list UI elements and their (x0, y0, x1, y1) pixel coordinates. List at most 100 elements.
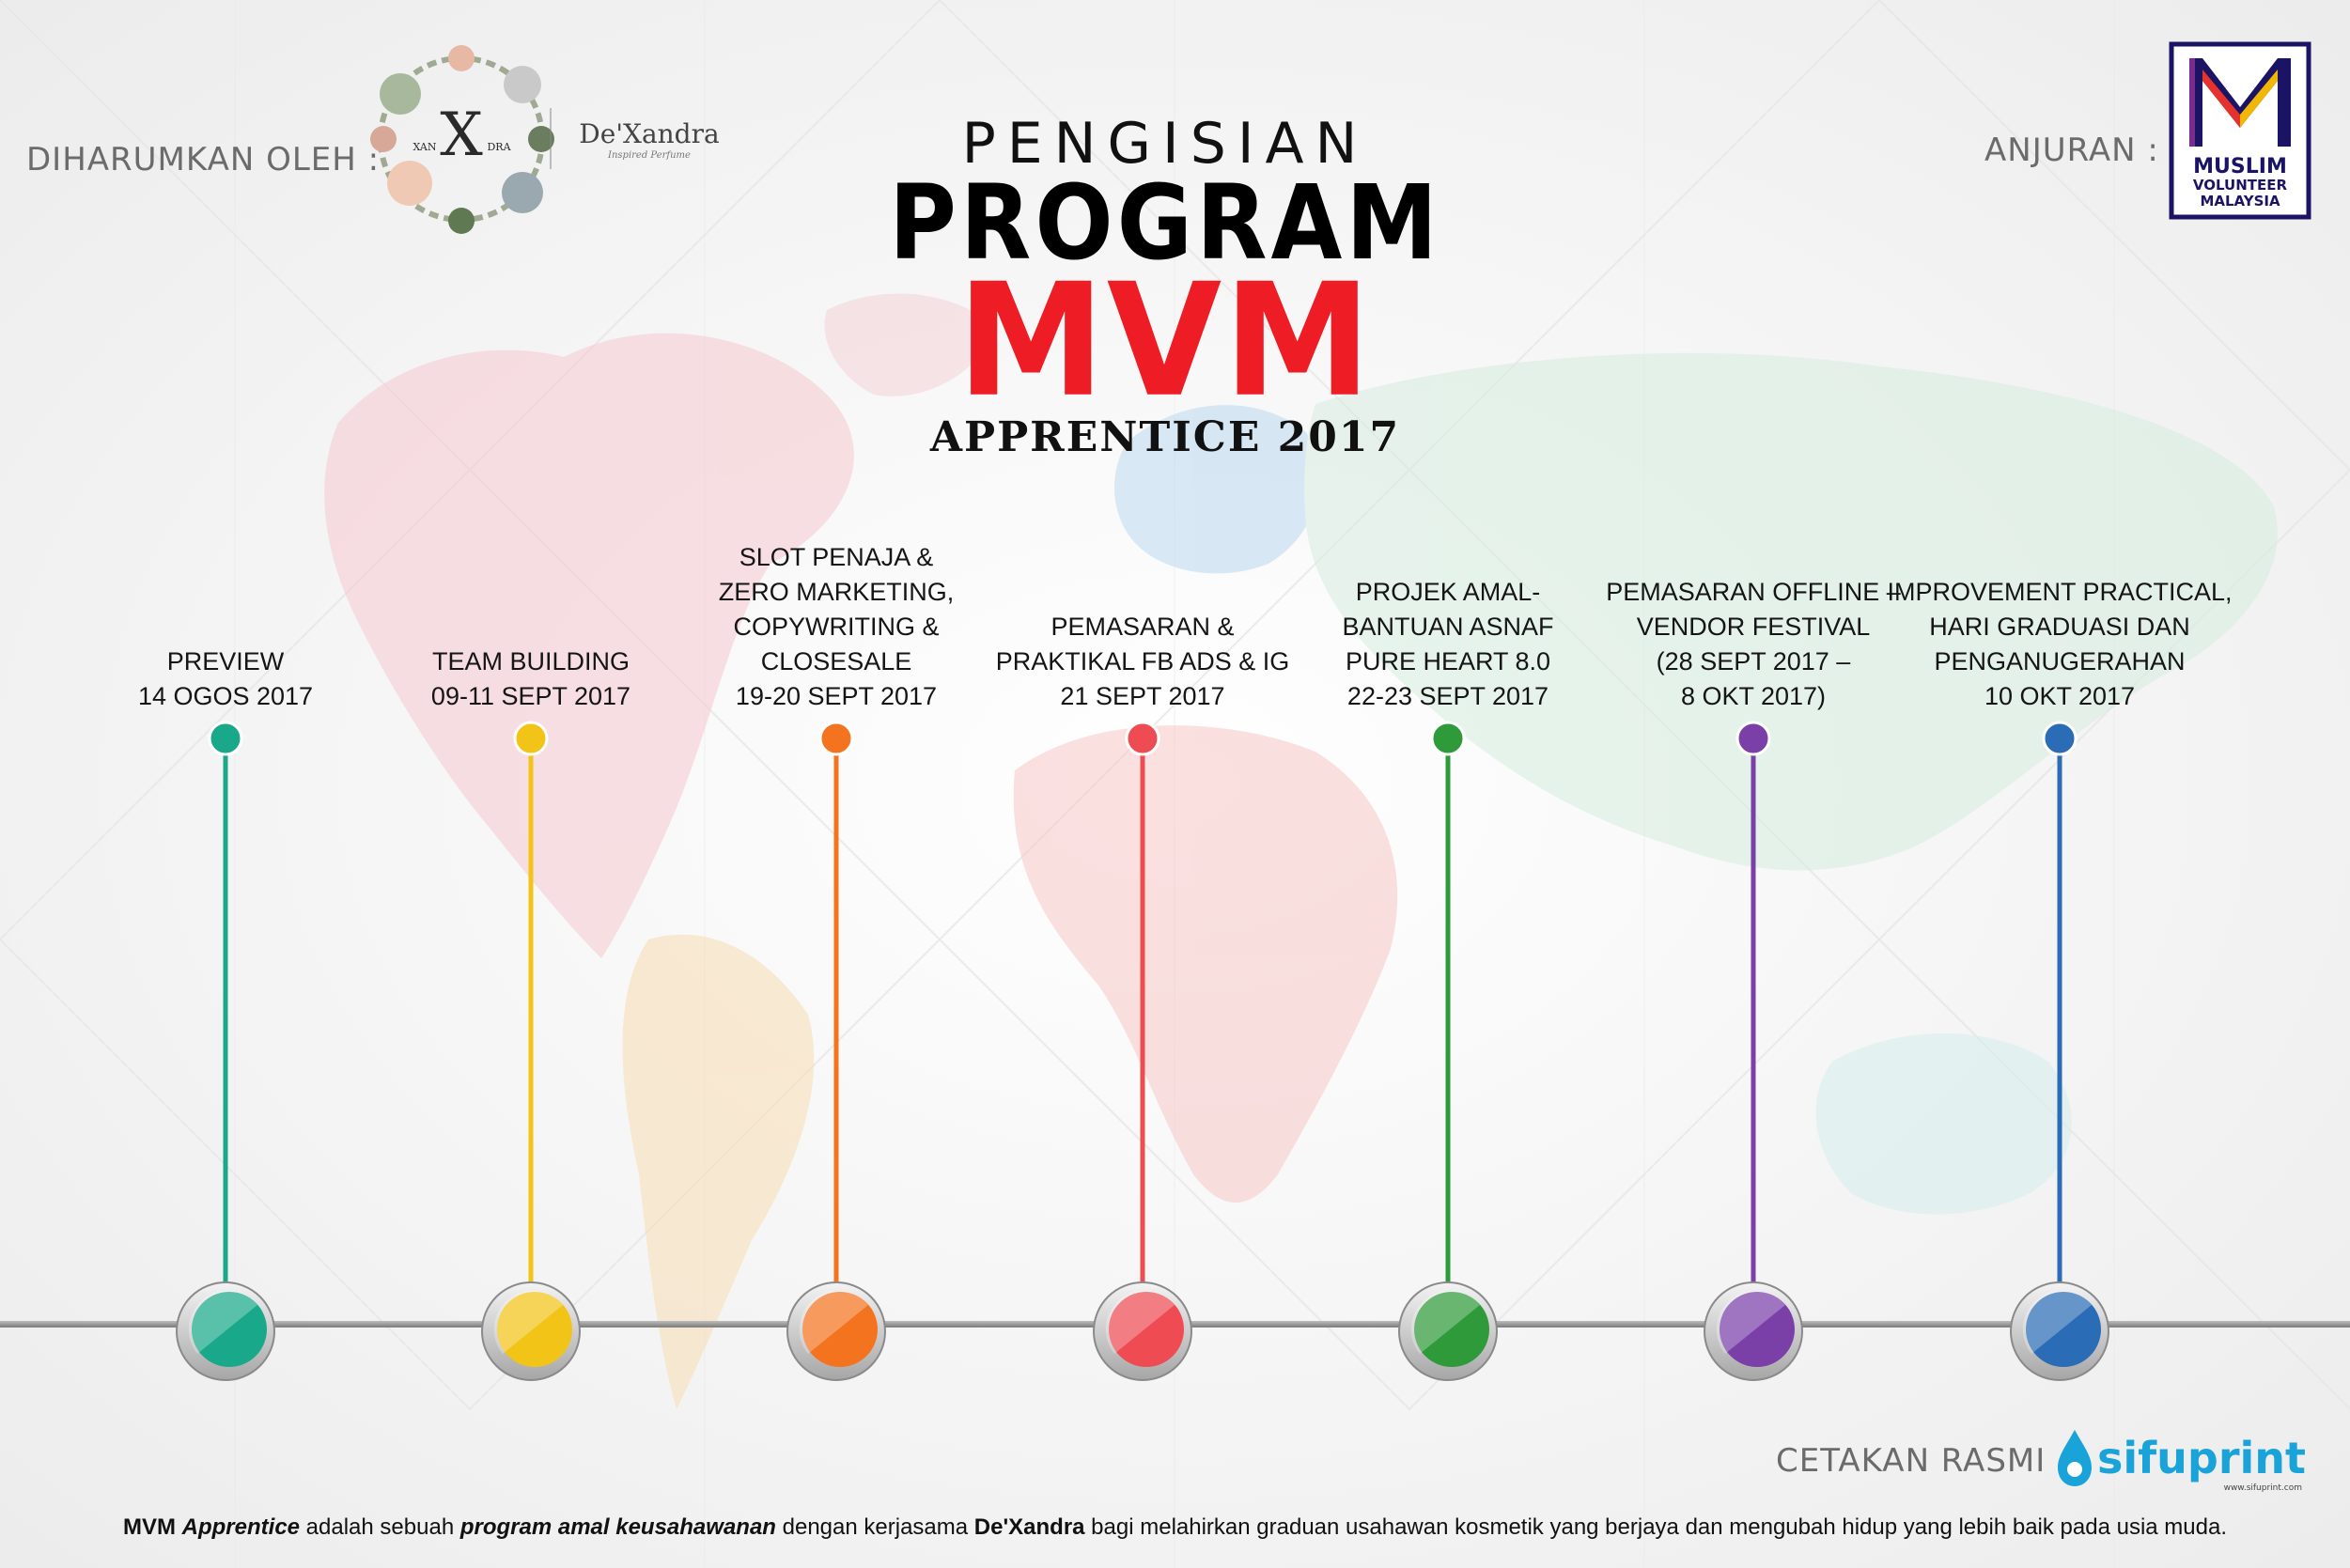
milestone-7 (2010, 721, 2109, 1381)
africa (1013, 725, 1398, 1203)
milestone-label-line: 19-20 SEPT 2017 (735, 682, 938, 710)
milestone-node-shine (1716, 1290, 1785, 1354)
sponsor-label: DIHARUMKAN OLEH : (26, 141, 381, 179)
milestone-label-line: PROJEK AMAL- (1355, 578, 1541, 606)
milestone-node (497, 1292, 572, 1367)
milestone-node-shine (1410, 1290, 1480, 1354)
milestone-node-shine (799, 1290, 868, 1354)
greenland (824, 293, 996, 396)
mvm-logo: MUSLIM VOLUNTEER MALAYSIA (2169, 41, 2311, 220)
milestone-node-shine (188, 1290, 257, 1354)
program-title: PENGISIAN PROGRAM MVM APPRENTICE 2017 (883, 111, 1447, 464)
milestone-connector (2057, 738, 2062, 1285)
organizer-label: ANJURAN : (1984, 132, 2159, 169)
svg-text:XAN: XAN (412, 141, 436, 153)
title-line-3: MVM (957, 250, 1374, 432)
monogram-text: X (440, 101, 483, 170)
floral-wreath (370, 45, 554, 234)
svg-text:www.sifuprint.com: www.sifuprint.com (2224, 1483, 2302, 1493)
title-line-1: PENGISIAN (961, 111, 1369, 177)
milestone-node-shine (493, 1290, 563, 1354)
europe (1114, 405, 1320, 574)
print-label: CETAKAN RASMI : (1776, 1442, 2069, 1480)
australia (1815, 1033, 2072, 1215)
milestone-label-line: PEMASARAN OFFLINE – (1606, 578, 1901, 606)
milestone-label-line: 8 OKT 2017) (1680, 682, 1827, 710)
brand-tagline: Inspired Perfume (607, 150, 691, 161)
milestone-node (802, 1292, 878, 1367)
milestone-label-line: PEMASARAN & (1050, 613, 1235, 641)
milestone-5 (1398, 721, 1498, 1381)
milestone-label-line: IMPROVEMENT PRACTICAL, (1887, 578, 2233, 606)
brand-text: De'Xandra (579, 118, 719, 149)
milestone-dot (1125, 721, 1160, 756)
milestone-node (1109, 1292, 1184, 1367)
milestone-label-line: TEAM BUILDING (431, 647, 630, 675)
footer-description: MVM Apprentice adalah sebuah program ama… (122, 1514, 2227, 1540)
milestone-label-line: PURE HEART 8.0 (1345, 647, 1551, 675)
milestone-label-line: COPYWRITING & (733, 613, 940, 641)
title-line-2: PROGRAM (889, 163, 1441, 284)
svg-text:MALAYSIA: MALAYSIA (2200, 193, 2280, 210)
milestone-label-line: PRAKTIKAL FB ADS & IG (995, 647, 1290, 675)
asia (1304, 352, 2278, 871)
milestone-label-line: 09-11 SEPT 2017 (430, 682, 631, 710)
milestone-dot (1430, 721, 1466, 756)
sifuprint-logo: sifuprint www.sifuprint.com (2058, 1430, 2306, 1493)
milestone-connector (1445, 738, 1451, 1285)
milestone-3 (786, 721, 886, 1381)
milestone-label-line: SLOT PENAJA & (739, 543, 934, 571)
svg-text:DRA: DRA (487, 141, 511, 153)
milestone-label-line: BANTUAN ASNAF (1342, 613, 1554, 641)
milestone-connector (833, 738, 839, 1285)
south-america (622, 934, 815, 1409)
milestone-label-line: PREVIEW (166, 647, 285, 675)
footer-partner: De'Xandra (973, 1514, 1085, 1540)
milestone-dot (208, 721, 243, 756)
dexandra-logo: X XAN DRA De'Xandra Inspired Perfume (370, 45, 720, 234)
north-america (324, 333, 854, 958)
milestone-node (2026, 1292, 2101, 1367)
milestone-connector (1751, 738, 1756, 1285)
milestone-label-line: 14 OGOS 2017 (137, 682, 314, 710)
svg-text:sifuprint: sifuprint (2097, 1433, 2306, 1483)
milestone-dot (1735, 721, 1771, 756)
milestone-dot (818, 721, 854, 756)
milestone-label-line: (28 SEPT 2017 – (1656, 647, 1851, 675)
milestone-connector (223, 738, 228, 1285)
milestone-node (1414, 1292, 1489, 1367)
milestone-label-line: ZERO MARKETING, (718, 578, 955, 606)
title-line-4: APPRENTICE 2017 (929, 413, 1401, 461)
milestone-node (192, 1292, 267, 1367)
footer-brand: MVM (122, 1514, 176, 1540)
milestone-connector (528, 738, 534, 1285)
svg-text:VOLUNTEER: VOLUNTEER (2193, 177, 2288, 194)
milestone-node-shine (2022, 1290, 2092, 1354)
milestone-label-5: PROJEK AMAL- BANTUAN ASNAF PURE HEART 8.0 2… (1269, 575, 1626, 714)
world-map (324, 293, 2278, 1409)
water-drop-icon (2058, 1430, 2092, 1486)
milestone-dot (513, 721, 549, 756)
svg-text:MUSLIM: MUSLIM (2193, 155, 2287, 179)
milestone-label-7: IMPROVEMENT PRACTICAL, HARI GRADUASI DAN P… (1881, 575, 2238, 714)
milestone-label-6: PEMASARAN OFFLINE – VENDOR FESTIVAL (28 SE… (1575, 575, 1932, 714)
milestone-label-line: 22-23 SEPT 2017 (1346, 682, 1549, 710)
milestone-label-line: 10 OKT 2017 (1984, 682, 2136, 710)
footer-brand-italic: Apprentice (181, 1514, 301, 1540)
milestone-label-line: VENDOR FESTIVAL (1636, 613, 1871, 641)
footer-emphasis: program amal keusahawanan (459, 1514, 776, 1540)
milestone-6 (1704, 721, 1803, 1381)
milestone-node (1720, 1292, 1795, 1367)
milestone-label-line: 21 SEPT 2017 (1060, 682, 1225, 710)
milestone-connector (1140, 738, 1145, 1285)
milestone-label-4: PEMASARAN & PRAKTIKAL FB ADS & IG 21 SEPT … (964, 610, 1321, 714)
milestone-1 (176, 721, 275, 1381)
milestone-label-line: HARI GRADUASI DAN (1929, 613, 2190, 641)
milestone-label-3: SLOT PENAJA & ZERO MARKETING, COPYWRITING … (658, 540, 1015, 714)
milestone-4 (1093, 721, 1192, 1381)
milestone-2 (481, 721, 581, 1381)
milestone-dot (2042, 721, 2078, 756)
milestone-label-2: TEAM BUILDING 09-11 SEPT 2017 (352, 644, 709, 714)
milestone-node-shine (1105, 1290, 1175, 1354)
